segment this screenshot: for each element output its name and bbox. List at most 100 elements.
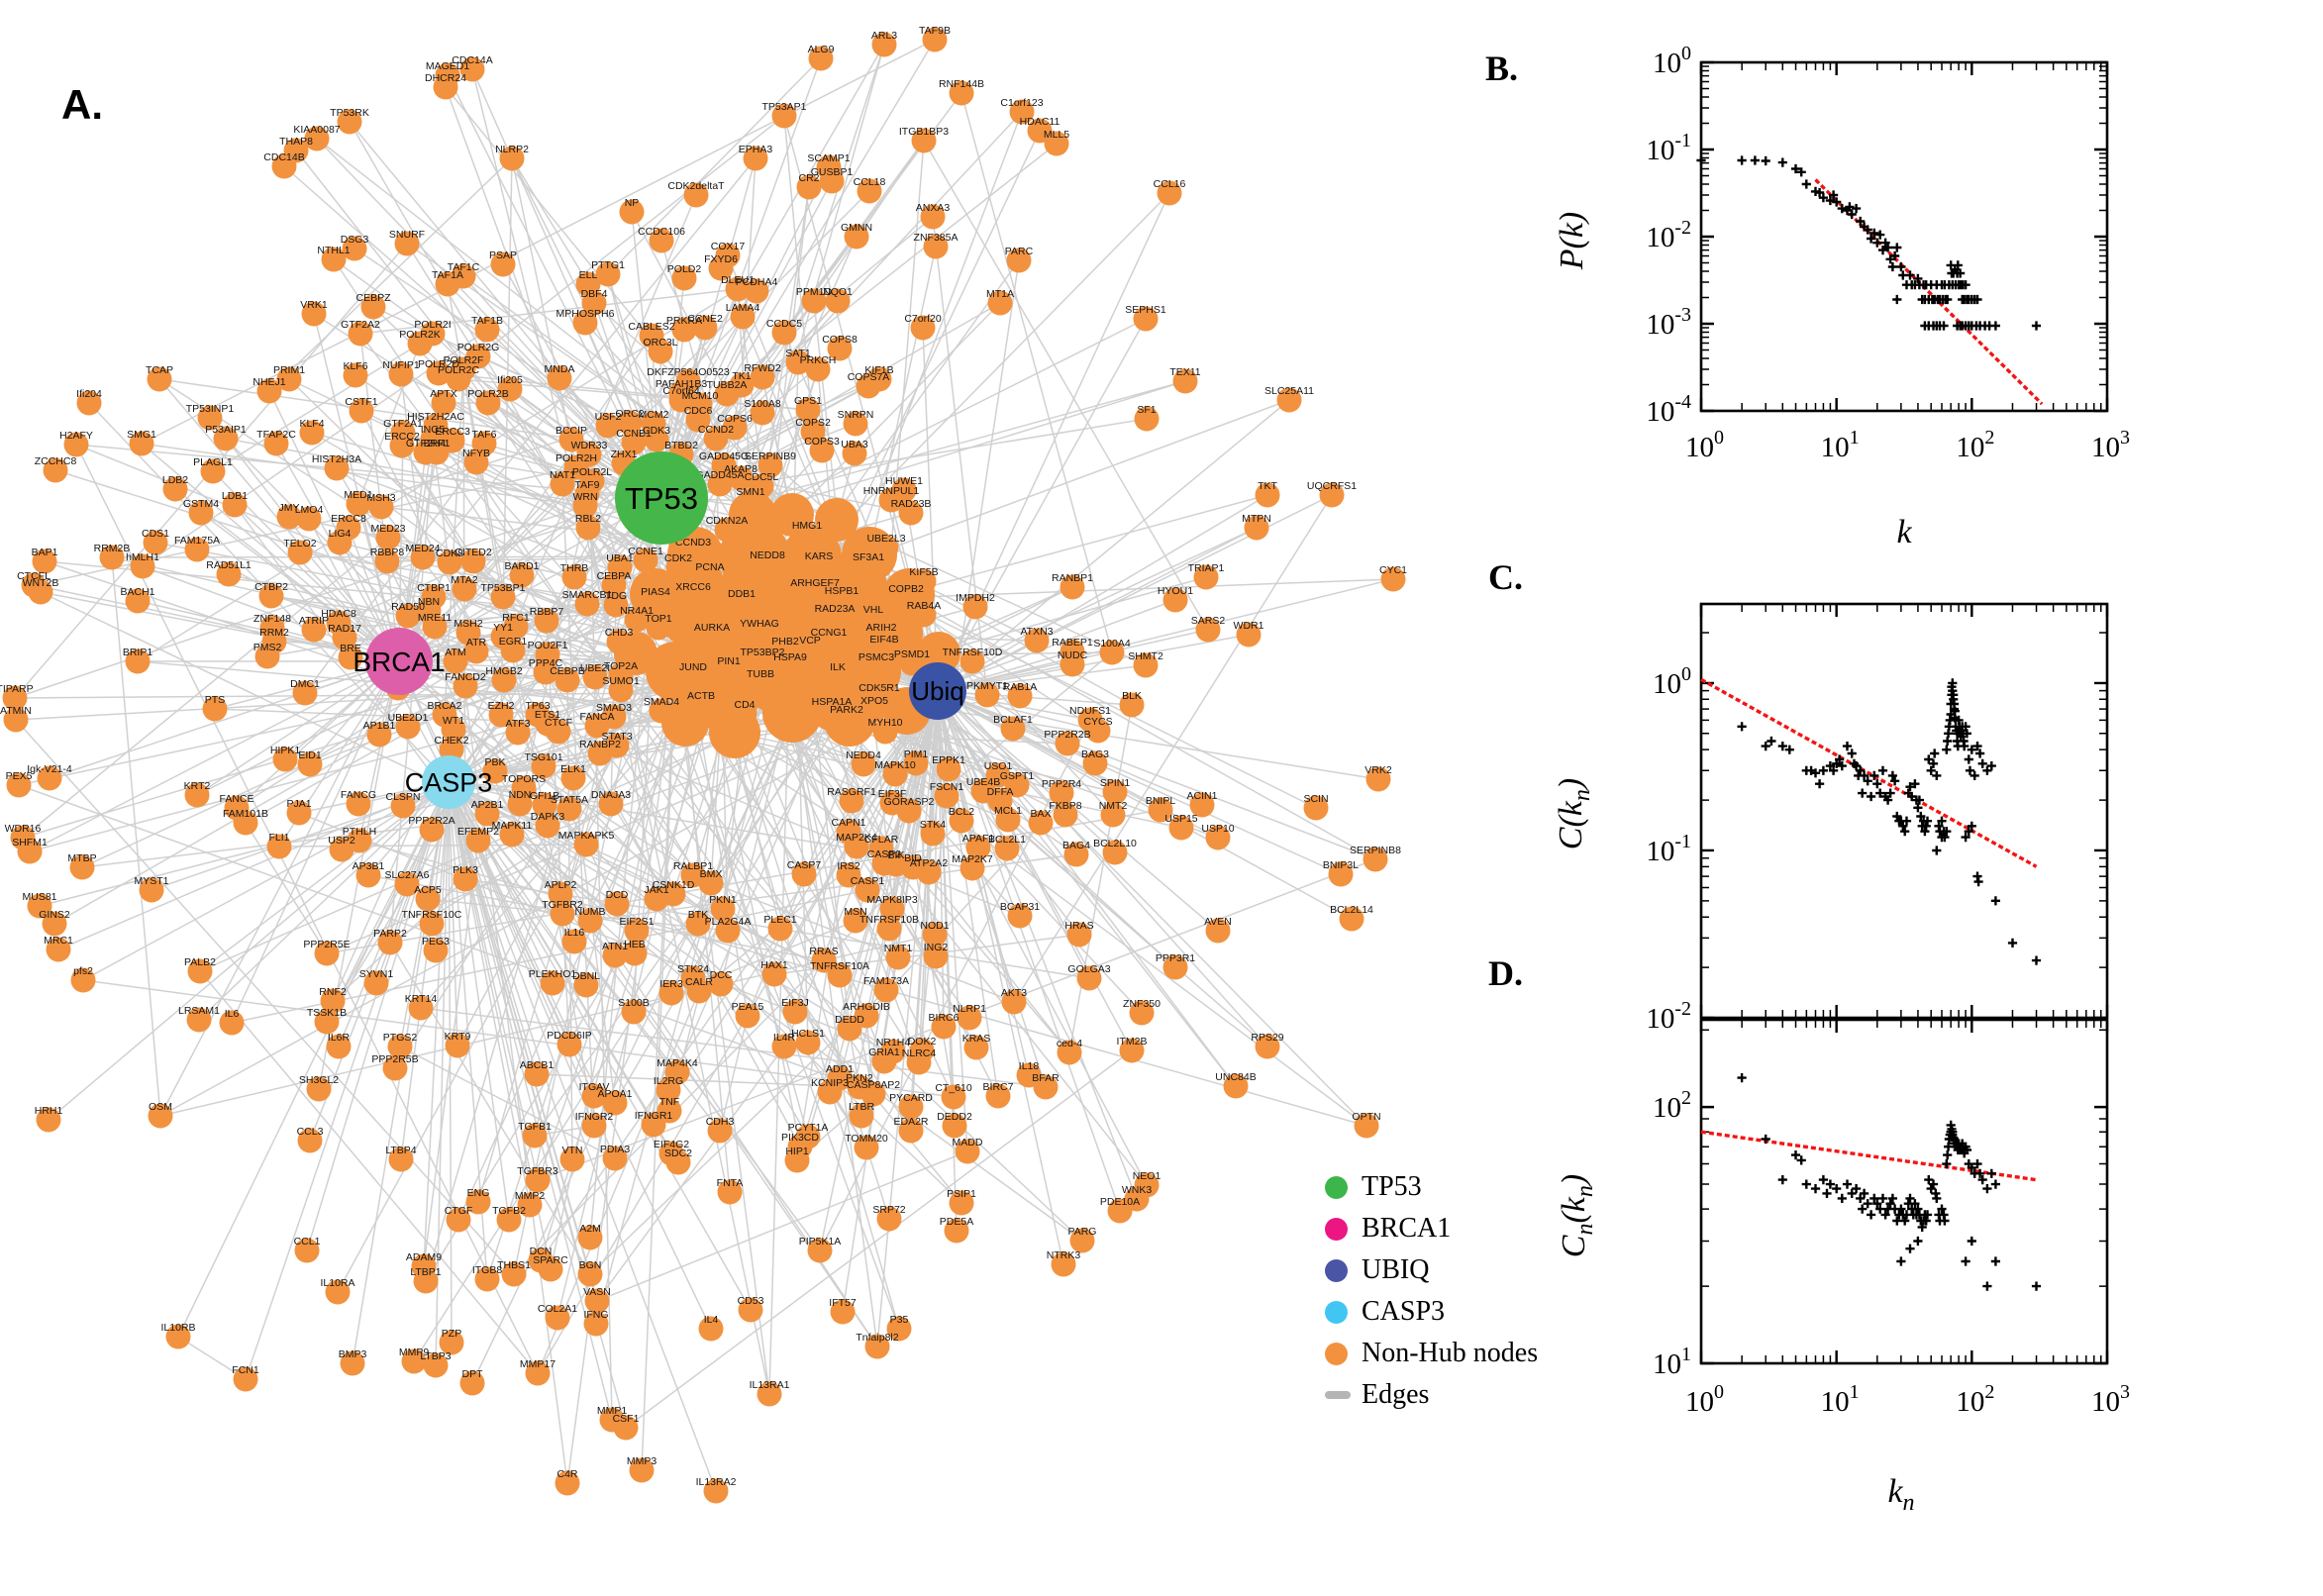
network-node-label: NQO1 [823, 286, 853, 298]
network-node [394, 231, 420, 256]
network-node [909, 1038, 935, 1063]
network-node [839, 788, 864, 814]
network-node-label: AP2B1 [471, 799, 504, 811]
network-node-label: WDR33 [571, 440, 608, 451]
network-node [619, 199, 645, 225]
network-node [960, 648, 985, 674]
network-node-label: RAD17 [328, 623, 361, 635]
network-edge [607, 273, 655, 425]
network-node-label: MRE11 [418, 612, 452, 624]
network-node [923, 234, 949, 259]
network-node [69, 854, 95, 880]
network-edge [311, 432, 638, 621]
network-node-label: WDR1 [1234, 620, 1264, 632]
network-edge [937, 690, 1064, 1265]
network-node [254, 644, 280, 669]
network-node [698, 1316, 724, 1342]
network-node-label: HRH1 [35, 1105, 63, 1117]
axis-label: Cn(kn) [1556, 1174, 1598, 1257]
network-node [482, 758, 508, 784]
network-node [931, 1014, 957, 1040]
network-node-label: SYVN1 [359, 968, 394, 980]
network-node [538, 1256, 563, 1282]
network-node [272, 747, 298, 772]
network-node [830, 1299, 856, 1325]
network-node-label: S100A8 [744, 398, 781, 410]
network-node-label: GADD45A [695, 469, 744, 481]
network-node [202, 696, 228, 722]
network-edge [198, 781, 450, 1021]
network-node-label: SEPHS1 [1125, 304, 1166, 316]
network-node [854, 1135, 879, 1160]
network-edge [937, 494, 1268, 692]
network-node [497, 376, 523, 402]
network-node-label: HEB [624, 939, 646, 950]
network-node [827, 336, 853, 361]
network-node-label: PSMC3 [858, 651, 894, 663]
network-node [633, 548, 658, 573]
network-node [165, 1324, 191, 1349]
network-node [1119, 1038, 1145, 1063]
network-node-label: AURKA [694, 622, 730, 634]
network-node [985, 1083, 1011, 1109]
network-node-label: VHL [863, 604, 884, 616]
network-node [581, 1113, 607, 1139]
network-node-label: NLRP2 [495, 144, 529, 155]
network-node-label: ING2 [924, 942, 949, 953]
network-node [699, 624, 725, 649]
network-node-label: BIRC7 [983, 1081, 1014, 1093]
network-node [688, 692, 714, 718]
network-node-label: HMGB2 [485, 665, 523, 677]
network-node [583, 1311, 609, 1337]
network-edge [588, 453, 613, 1421]
network-node-label: EIF2S1 [619, 916, 654, 928]
network-node-label: TKT [1258, 480, 1277, 492]
network-node-label: IMPDH2 [956, 592, 995, 604]
network-node-label: FLI1 [268, 832, 289, 844]
network-node [856, 553, 881, 579]
network-node [560, 765, 586, 791]
network-edge [448, 781, 587, 986]
network-node-label: ILK [830, 661, 846, 673]
network-node-label: EIF3F [878, 788, 907, 800]
hub-node-label-tp53: TP53 [625, 481, 698, 516]
network-node-label: BTK [688, 909, 708, 921]
network-node [748, 670, 773, 696]
network-node-label: HNRNPUL1 [863, 485, 920, 497]
network-node [957, 1005, 982, 1031]
network-node-label: LDB1 [222, 490, 248, 502]
network-edge [209, 417, 400, 662]
network-node [703, 1478, 729, 1504]
network-node-label: TDG [605, 590, 627, 602]
tick-label: 10-4 [1646, 391, 1691, 428]
network-node-label: CAPN1 [831, 817, 865, 829]
network-node [389, 433, 415, 458]
network-node-label: TGFB2 [492, 1205, 526, 1217]
network-node-label: SNURF [389, 229, 425, 241]
network-edge [309, 781, 450, 1142]
network-node [622, 941, 648, 966]
network-node [864, 1334, 890, 1359]
network-node-label: HMG1 [792, 520, 822, 532]
network-node [755, 551, 780, 577]
network-edge [15, 719, 515, 1275]
network-node-label: JUND [679, 661, 707, 673]
network-edge [33, 584, 400, 662]
network-node [490, 251, 516, 277]
network-node [896, 798, 922, 824]
network-node [501, 1261, 527, 1287]
network-node-label: CITED2 [454, 547, 492, 558]
network-node [728, 465, 754, 491]
network-node-label: PJA1 [286, 798, 311, 810]
network-node-label: LRSAM1 [178, 1005, 220, 1017]
network-edge [234, 504, 400, 662]
network-node-label: IL10RA [320, 1277, 354, 1289]
network-node [573, 972, 599, 998]
network-node [974, 682, 1000, 708]
network-node-label: CASP7 [787, 859, 822, 871]
network-node-label: IL2RG [654, 1075, 683, 1087]
network-node-label: PEA15 [732, 1001, 764, 1013]
network-node [1363, 847, 1388, 872]
network-node [505, 720, 531, 746]
network-node-label: NLRC4 [902, 1047, 937, 1059]
